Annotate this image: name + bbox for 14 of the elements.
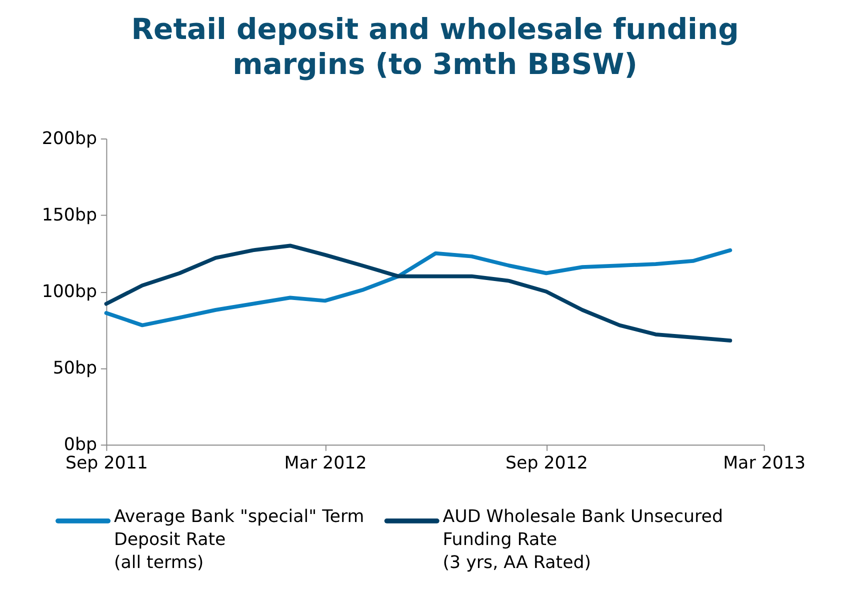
legend-label: Average Bank "special" Term Deposit Rate (all terms) <box>114 506 364 574</box>
y-tick-label: 100bp <box>42 282 98 302</box>
x-tick-label: Mar 2013 <box>723 453 806 474</box>
line-series <box>104 248 732 328</box>
x-tick-label: Sep 2012 <box>505 453 588 474</box>
y-tick-label: 200bp <box>42 128 98 149</box>
x-tick-label: Sep 2011 <box>65 453 148 474</box>
x-tick-label: Mar 2012 <box>284 453 367 474</box>
y-tick-label: 50bp <box>52 358 98 378</box>
y-tick-label: 150bp <box>42 205 98 226</box>
chart-title: Retail deposit and wholesale funding margins (to 3mth BBSW) <box>131 12 739 81</box>
legend-label: AUD Wholesale Bank Unsecured Funding Rate (3 yrs, AA Rated) <box>442 506 724 574</box>
line-series <box>104 244 732 342</box>
y-tick-label: 0bp <box>64 434 98 455</box>
